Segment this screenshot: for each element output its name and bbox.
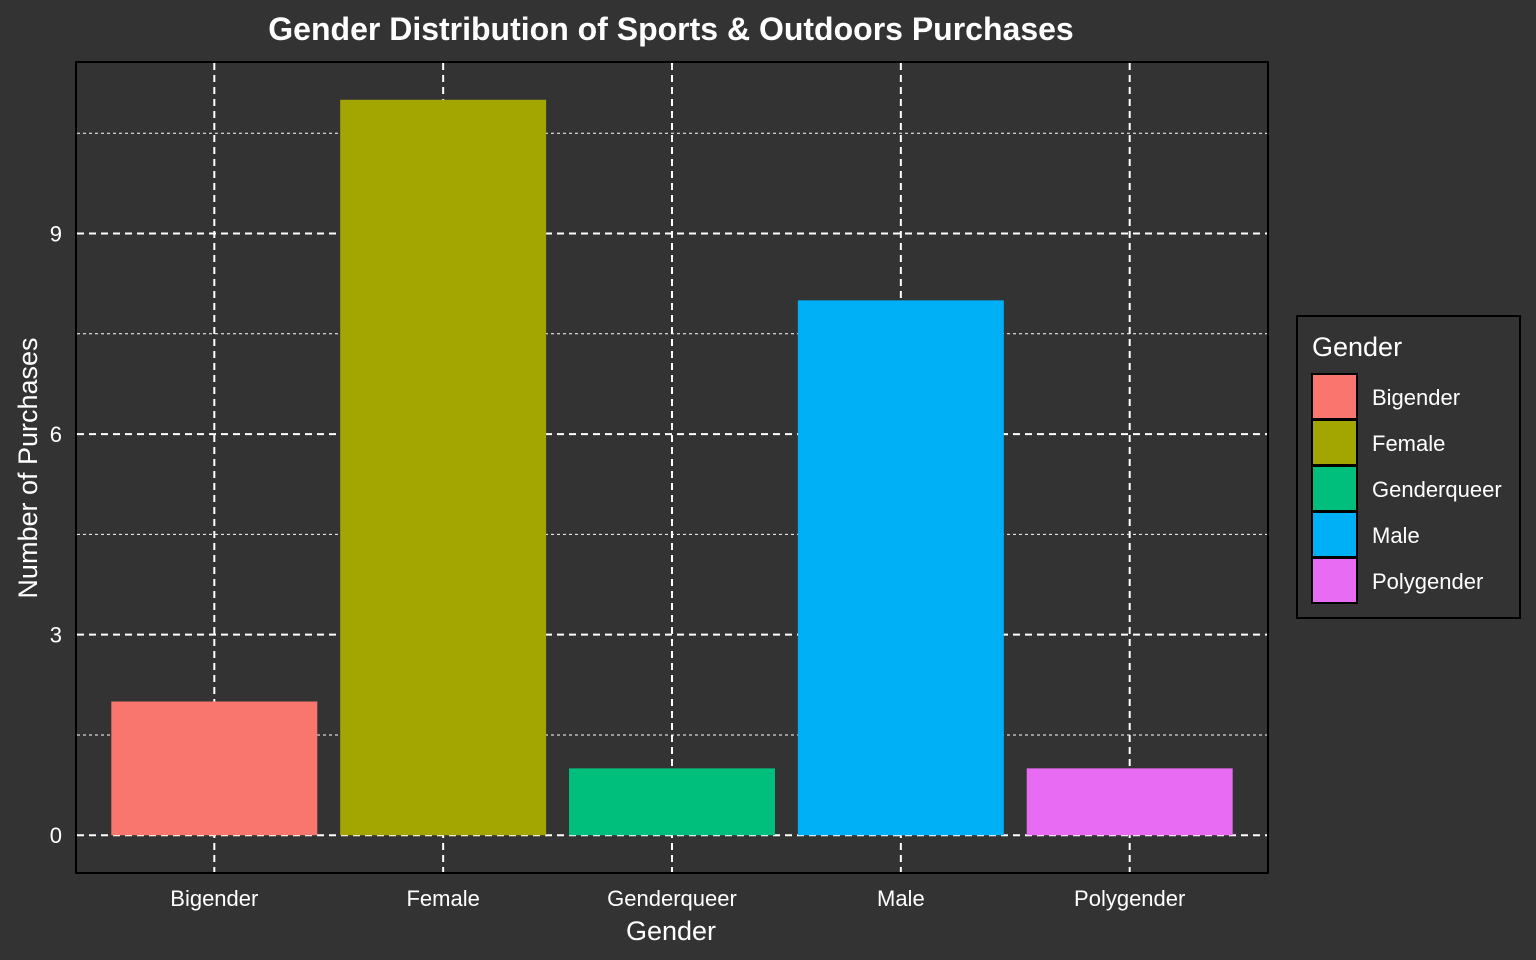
bar-polygender (1026, 768, 1233, 836)
legend-key-bigender (1311, 373, 1358, 420)
bar-male (797, 300, 1004, 836)
y-tick-label: 0 (50, 823, 62, 848)
axes: 0 3 6 9 Bigender Female Genderqueer Male Polygen… (50, 221, 1186, 911)
x-tick-label: Female (406, 886, 479, 911)
bar-female (340, 99, 547, 836)
panel-border (75, 61, 1269, 874)
legend: Gender Bigender Female Genderqueer Male Poly… (1296, 315, 1521, 619)
y-tick-label: 9 (50, 221, 62, 246)
legend-label: Male (1372, 523, 1420, 548)
legend-label: Genderqueer (1372, 477, 1502, 502)
chart-title: Gender Distribution of Sports & Outdoors… (268, 11, 1073, 47)
legend-title: Gender (1312, 332, 1402, 362)
legend-key-genderqueer (1311, 465, 1358, 512)
y-axis-title: Number of Purchases (13, 337, 43, 598)
legend-key-female (1311, 419, 1358, 466)
x-tick-label: Male (877, 886, 925, 911)
x-tick-label: Genderqueer (607, 886, 737, 911)
legend-label: Polygender (1372, 569, 1483, 594)
y-tick-label: 3 (50, 623, 62, 648)
x-tick-label: Bigender (170, 886, 258, 911)
legend-label: Bigender (1372, 385, 1460, 410)
bars (111, 99, 1233, 836)
y-tick-label: 6 (50, 422, 62, 447)
legend-label: Female (1372, 431, 1445, 456)
bar-genderqueer (569, 768, 775, 836)
x-axis-title: Gender (626, 916, 716, 946)
bar-bigender (111, 701, 318, 836)
legend-key-male (1311, 511, 1358, 558)
x-tick-label: Polygender (1074, 886, 1185, 911)
legend-key-polygender (1311, 557, 1358, 604)
